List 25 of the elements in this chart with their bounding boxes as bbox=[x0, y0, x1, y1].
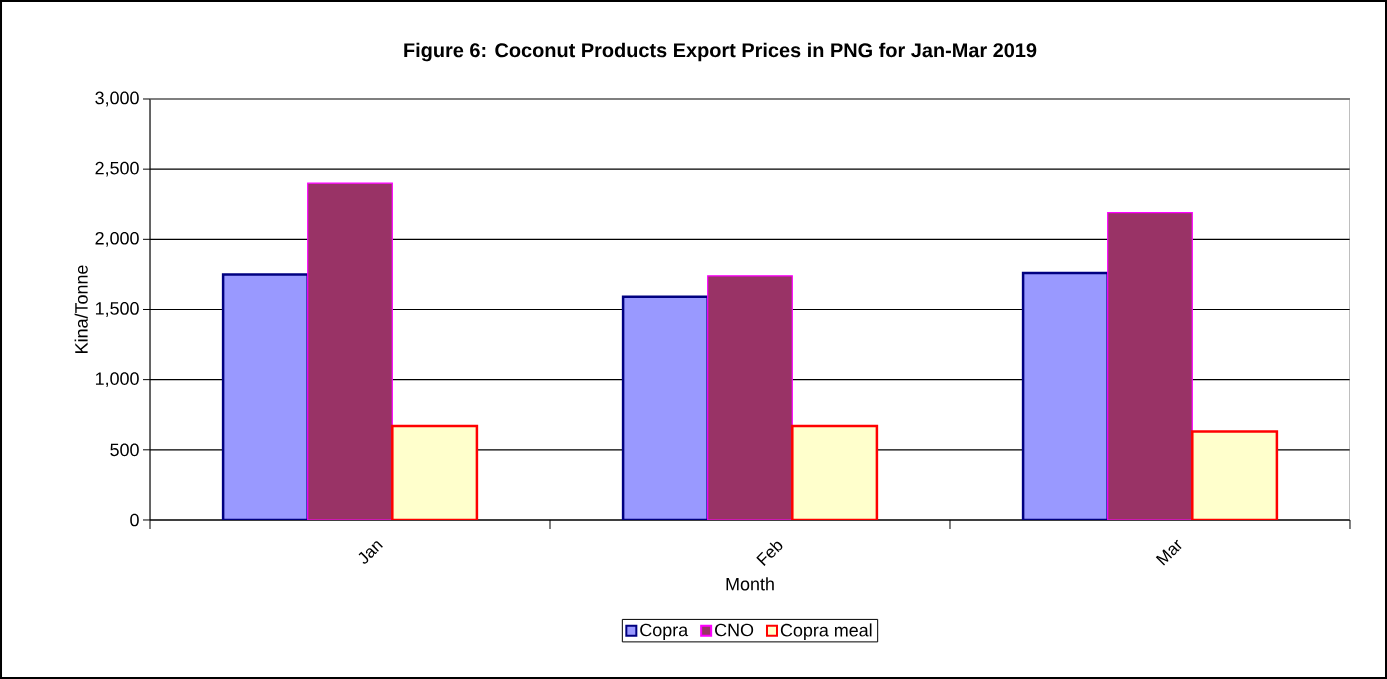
y-tick-label: 500 bbox=[110, 443, 139, 457]
bar bbox=[707, 275, 793, 520]
y-tick-label: 0 bbox=[130, 513, 139, 527]
legend-label: Copra meal bbox=[780, 623, 872, 641]
chart-title: Figure 6: Coconut Products Export Prices in PNG for Jan-Mar 2019 bbox=[404, 42, 1037, 62]
bar bbox=[621, 295, 709, 520]
bar bbox=[221, 273, 309, 520]
y-tick-label: 1,000 bbox=[95, 372, 139, 388]
bar bbox=[1191, 430, 1279, 520]
bar bbox=[791, 424, 879, 520]
y-tick-label: 3,000 bbox=[95, 91, 139, 107]
legend-label: CNO bbox=[715, 623, 754, 637]
bar bbox=[307, 182, 393, 520]
legend-label: Copra bbox=[640, 623, 689, 640]
x-axis-title: Month bbox=[726, 577, 774, 591]
y-tick-label: 2,500 bbox=[95, 161, 139, 177]
y-tick-label: 2,000 bbox=[95, 231, 139, 247]
y-axis-title: Kina/Tonne bbox=[74, 265, 88, 353]
bar bbox=[1107, 212, 1193, 520]
bar bbox=[1021, 271, 1109, 520]
x-tick-label: Mar bbox=[1155, 539, 1182, 566]
bar bbox=[391, 424, 479, 520]
x-tick-label: Feb bbox=[756, 541, 783, 566]
y-tick-label: 1,500 bbox=[95, 302, 139, 317]
x-tick-label: Jan bbox=[358, 541, 383, 564]
